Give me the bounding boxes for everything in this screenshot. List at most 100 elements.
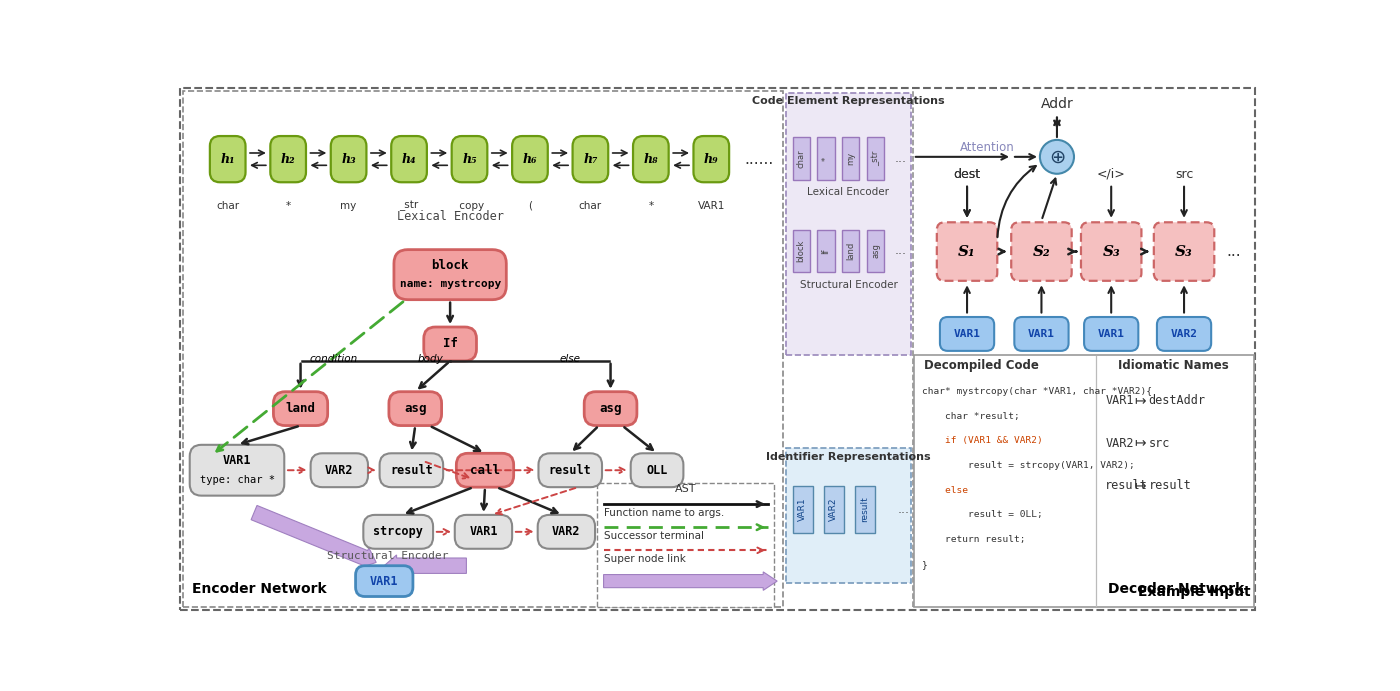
FancyBboxPatch shape <box>1084 317 1138 351</box>
FancyArrow shape <box>603 572 777 590</box>
Text: VAR2: VAR2 <box>829 498 839 521</box>
Bar <box>792 138 809 180</box>
Bar <box>867 229 885 272</box>
Text: ⊕: ⊕ <box>1049 147 1065 167</box>
FancyBboxPatch shape <box>539 453 602 487</box>
FancyBboxPatch shape <box>937 223 997 281</box>
FancyBboxPatch shape <box>785 93 911 354</box>
Text: *: * <box>648 200 654 211</box>
Text: result = strcopy(VAR1, VAR2);: result = strcopy(VAR1, VAR2); <box>923 461 1135 470</box>
Text: VAR1: VAR1 <box>953 329 980 339</box>
Text: VAR1: VAR1 <box>223 455 251 468</box>
Text: h₂: h₂ <box>281 153 295 166</box>
Text: dest: dest <box>953 168 980 180</box>
Text: Identifier Representations: Identifier Representations <box>766 452 931 462</box>
FancyBboxPatch shape <box>455 515 512 549</box>
Text: ↦: ↦ <box>1135 394 1147 408</box>
Text: Super node link: Super node link <box>603 554 686 564</box>
Text: ...: ... <box>895 245 906 257</box>
FancyBboxPatch shape <box>391 136 427 182</box>
FancyBboxPatch shape <box>270 136 307 182</box>
Text: S₃: S₃ <box>1175 245 1193 258</box>
Text: result: result <box>860 497 869 522</box>
FancyBboxPatch shape <box>424 327 476 361</box>
Text: Addr: Addr <box>1040 97 1074 111</box>
FancyBboxPatch shape <box>273 392 328 426</box>
Text: asg: asg <box>599 402 622 415</box>
Text: else: else <box>923 486 967 495</box>
Text: h₉: h₉ <box>704 153 718 166</box>
Text: char: char <box>797 149 806 168</box>
Text: my: my <box>846 152 855 165</box>
Text: ↦: ↦ <box>1135 436 1147 451</box>
Text: my: my <box>340 200 357 211</box>
Text: OLL: OLL <box>647 464 668 477</box>
FancyBboxPatch shape <box>512 136 547 182</box>
Text: Example Input: Example Input <box>1138 585 1250 598</box>
Text: h₃: h₃ <box>342 153 356 166</box>
Bar <box>914 354 1254 607</box>
Text: Structural Encoder: Structural Encoder <box>799 280 897 290</box>
Text: if (VAR1 && VAR2): if (VAR1 && VAR2) <box>923 437 1043 446</box>
Text: VAR2: VAR2 <box>1105 437 1134 450</box>
Text: src: src <box>1175 168 1193 180</box>
Text: _str: _str <box>399 200 419 211</box>
Bar <box>843 229 860 272</box>
FancyBboxPatch shape <box>389 392 441 426</box>
Text: land: land <box>286 402 315 415</box>
FancyBboxPatch shape <box>330 136 367 182</box>
Bar <box>598 482 774 607</box>
Text: S₃: S₃ <box>1102 245 1120 258</box>
FancyBboxPatch shape <box>630 453 683 487</box>
FancyBboxPatch shape <box>939 317 994 351</box>
FancyBboxPatch shape <box>190 445 284 495</box>
Text: }: } <box>923 560 928 569</box>
Text: S₁: S₁ <box>958 245 976 258</box>
Text: strcopy: strcopy <box>374 525 423 538</box>
Text: type: char *: type: char * <box>199 475 274 485</box>
Text: Decoder Network: Decoder Network <box>1109 583 1245 596</box>
Text: land: land <box>846 242 855 260</box>
Text: VAR2: VAR2 <box>325 464 354 477</box>
FancyBboxPatch shape <box>393 249 507 300</box>
Text: *: * <box>286 200 291 211</box>
Text: VAR1: VAR1 <box>1098 329 1124 339</box>
Text: ...: ... <box>895 152 906 165</box>
Text: VAR2: VAR2 <box>1170 329 1197 339</box>
Text: *: * <box>822 156 830 160</box>
Bar <box>823 486 844 533</box>
Text: Structural Encoder: Structural Encoder <box>328 551 449 561</box>
FancyArrow shape <box>384 555 466 576</box>
Text: If: If <box>442 337 458 350</box>
Text: result: result <box>1148 479 1191 492</box>
Bar <box>818 229 834 272</box>
Bar <box>867 138 885 180</box>
Text: h₅: h₅ <box>462 153 477 166</box>
Bar <box>854 486 875 533</box>
Text: asg: asg <box>871 243 881 258</box>
Text: ...: ... <box>1226 244 1242 259</box>
FancyBboxPatch shape <box>1011 223 1071 281</box>
Text: AST: AST <box>675 484 696 494</box>
FancyBboxPatch shape <box>452 136 487 182</box>
Text: char: char <box>578 200 602 211</box>
Circle shape <box>1040 140 1074 173</box>
Bar <box>183 91 784 607</box>
Text: h₄: h₄ <box>402 153 416 166</box>
Text: VAR1: VAR1 <box>370 575 399 587</box>
Text: Idiomatic Names: Idiomatic Names <box>1119 359 1229 372</box>
Text: result: result <box>549 464 592 477</box>
Bar <box>843 138 860 180</box>
Text: result = 0LL;: result = 0LL; <box>923 511 1043 520</box>
Text: VAR2: VAR2 <box>552 525 581 538</box>
Text: </i>: </i> <box>1096 168 1126 180</box>
Text: char: char <box>216 200 239 211</box>
Text: else: else <box>560 354 581 364</box>
FancyBboxPatch shape <box>379 453 444 487</box>
Text: condition: condition <box>309 354 358 364</box>
Text: Attention: Attention <box>960 141 1015 153</box>
FancyBboxPatch shape <box>1154 223 1214 281</box>
Text: Encoder Network: Encoder Network <box>192 583 326 596</box>
Text: call: call <box>470 464 500 477</box>
FancyBboxPatch shape <box>364 515 433 549</box>
